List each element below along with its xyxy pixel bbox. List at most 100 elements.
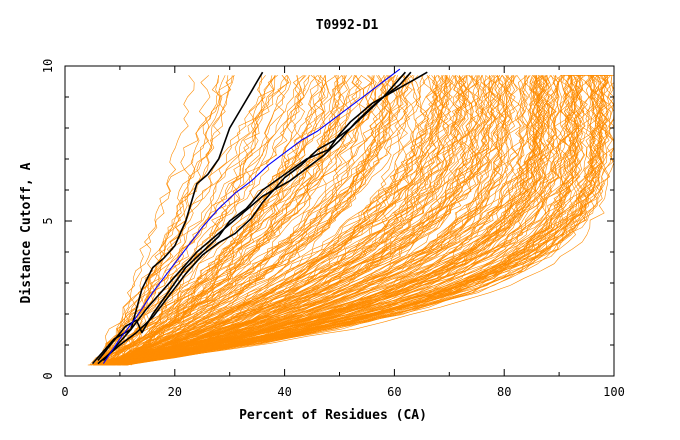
background-series-line <box>130 75 437 366</box>
background-series-line <box>113 75 507 366</box>
background-series-line <box>107 75 562 366</box>
background-series-line <box>101 75 467 366</box>
background-series-line <box>117 75 453 366</box>
background-series-line <box>112 75 343 366</box>
background-series-line <box>96 75 233 366</box>
background-series-line <box>108 75 452 366</box>
background-series-line <box>100 75 596 366</box>
highlight-series-line-4 <box>97 71 412 365</box>
background-series-line <box>112 75 398 366</box>
background-series-line <box>103 75 348 366</box>
background-series-line <box>118 75 392 366</box>
background-series-line <box>101 75 488 366</box>
background-series-line <box>113 75 449 366</box>
background-series-line <box>98 75 614 366</box>
background-series-line <box>123 75 344 366</box>
background-series-line <box>89 75 264 366</box>
background-series-line <box>116 75 406 366</box>
background-series-line <box>106 75 347 366</box>
background-series-line <box>106 75 395 366</box>
background-series-line <box>101 75 223 366</box>
y-axis-label: Distance Cutoff, A <box>19 162 34 303</box>
background-series-line <box>94 75 603 366</box>
background-series-line <box>113 75 533 366</box>
background-series-line <box>91 75 276 366</box>
background-series-line <box>99 75 326 366</box>
x-axis-label: Percent of Residues (CA) <box>239 408 427 423</box>
y-tick-label: 5 <box>41 217 55 224</box>
x-tick-label: 60 <box>387 385 401 399</box>
background-series-line <box>110 75 541 366</box>
x-tick-label: 40 <box>277 385 291 399</box>
background-series-line <box>105 75 500 366</box>
background-series-line <box>103 75 266 366</box>
plot-area <box>87 68 614 366</box>
background-series-line <box>119 75 373 366</box>
background-series-line <box>104 75 574 366</box>
background-series-line <box>106 75 585 366</box>
background-series-line <box>127 75 561 366</box>
background-series-line <box>119 75 465 366</box>
background-series-line <box>106 75 520 366</box>
highlight-series-line-1 <box>102 71 264 362</box>
background-series-line <box>119 75 573 366</box>
background-series-line <box>99 75 421 366</box>
background-series-line <box>109 75 433 366</box>
background-series-line <box>99 75 412 366</box>
background-series-line <box>89 75 450 366</box>
background-series-line <box>107 75 375 366</box>
x-tick-label: 80 <box>497 385 511 399</box>
background-series-line <box>117 75 518 366</box>
background-series-line <box>97 75 292 366</box>
y-tick-label: 10 <box>41 59 55 73</box>
background-series-line <box>119 75 362 366</box>
background-series-line <box>97 75 607 366</box>
background-series-line <box>102 75 576 366</box>
background-series-line <box>111 75 446 366</box>
background-series-line <box>111 75 347 366</box>
background-series-line <box>97 75 547 366</box>
background-series-line <box>93 75 408 366</box>
background-series-line <box>114 75 485 366</box>
background-series-line <box>118 75 614 366</box>
background-series-line <box>104 75 506 366</box>
reference-series-line <box>102 68 401 364</box>
x-tick-label: 0 <box>61 385 68 399</box>
background-series-line <box>119 75 438 366</box>
background-series-line <box>106 75 559 366</box>
x-tick-label: 100 <box>603 385 625 399</box>
background-series-line <box>106 75 443 366</box>
background-series-line <box>124 75 560 366</box>
background-series-line <box>90 75 396 366</box>
background-series-line <box>106 75 509 366</box>
background-series-line <box>102 75 469 366</box>
background-series-line <box>94 75 513 366</box>
background-series-line <box>100 75 287 366</box>
background-series-line <box>104 75 491 366</box>
background-series-line <box>105 75 578 366</box>
background-series-line <box>109 75 409 366</box>
background-series-line <box>115 75 211 366</box>
background-series-line <box>93 75 540 366</box>
chart-title: T0992-D1 <box>316 18 379 33</box>
background-series-line <box>112 75 290 366</box>
background-series-line <box>100 75 375 366</box>
background-series-line <box>119 75 562 366</box>
background-series-line <box>107 75 505 366</box>
x-tick-label: 20 <box>168 385 182 399</box>
background-series-line <box>98 75 346 366</box>
background-series-line <box>105 75 327 366</box>
background-series-line <box>123 75 570 366</box>
background-series-line <box>116 75 496 366</box>
background-series-line <box>108 75 499 366</box>
y-tick-label: 0 <box>41 372 55 379</box>
axis-ticks: 0 20 40 60 80 100 0 5 10 <box>41 59 625 399</box>
background-series-line <box>106 75 479 366</box>
background-series-line <box>126 75 220 366</box>
background-series-line <box>113 75 342 366</box>
background-series-line <box>107 75 311 366</box>
background-series-line <box>98 75 600 366</box>
background-series-line <box>99 75 564 366</box>
background-series-line <box>107 75 323 366</box>
